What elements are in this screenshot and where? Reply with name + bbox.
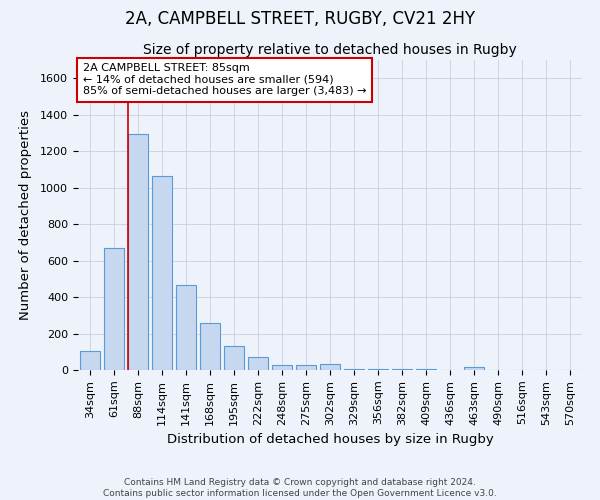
- Bar: [464, 366, 484, 370]
- Bar: [80, 351, 100, 370]
- Bar: [416, 368, 436, 370]
- Bar: [152, 176, 172, 370]
- Bar: [344, 368, 364, 370]
- Title: Size of property relative to detached houses in Rugby: Size of property relative to detached ho…: [143, 44, 517, 58]
- Bar: [104, 248, 124, 370]
- Bar: [296, 364, 316, 370]
- Bar: [128, 134, 148, 370]
- Text: Contains HM Land Registry data © Crown copyright and database right 2024.
Contai: Contains HM Land Registry data © Crown c…: [103, 478, 497, 498]
- Bar: [320, 364, 340, 370]
- Text: 2A, CAMPBELL STREET, RUGBY, CV21 2HY: 2A, CAMPBELL STREET, RUGBY, CV21 2HY: [125, 10, 475, 28]
- Bar: [176, 285, 196, 370]
- Bar: [392, 368, 412, 370]
- Bar: [224, 346, 244, 370]
- Text: 2A CAMPBELL STREET: 85sqm
← 14% of detached houses are smaller (594)
85% of semi: 2A CAMPBELL STREET: 85sqm ← 14% of detac…: [83, 63, 367, 96]
- Bar: [200, 322, 220, 370]
- Y-axis label: Number of detached properties: Number of detached properties: [19, 110, 32, 320]
- X-axis label: Distribution of detached houses by size in Rugby: Distribution of detached houses by size …: [167, 433, 493, 446]
- Bar: [248, 357, 268, 370]
- Bar: [368, 368, 388, 370]
- Bar: [272, 365, 292, 370]
